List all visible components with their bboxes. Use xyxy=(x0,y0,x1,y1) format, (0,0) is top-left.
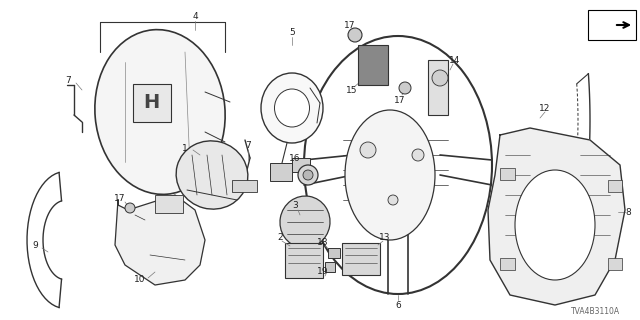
Text: 8: 8 xyxy=(625,207,631,217)
Circle shape xyxy=(412,149,424,161)
Text: 14: 14 xyxy=(449,55,461,65)
Bar xyxy=(328,248,340,258)
Text: FR.: FR. xyxy=(589,20,607,30)
Ellipse shape xyxy=(515,170,595,280)
Ellipse shape xyxy=(280,196,330,248)
Ellipse shape xyxy=(176,141,248,209)
Text: 5: 5 xyxy=(289,28,295,36)
Bar xyxy=(155,195,183,213)
Text: 7: 7 xyxy=(65,76,71,84)
Text: 17: 17 xyxy=(115,194,125,203)
Text: 3: 3 xyxy=(292,201,298,210)
Text: 1: 1 xyxy=(182,143,188,153)
Text: 4: 4 xyxy=(192,12,198,20)
Text: 15: 15 xyxy=(346,85,358,94)
Bar xyxy=(500,258,515,270)
Text: 6: 6 xyxy=(395,300,401,309)
Bar xyxy=(133,84,171,122)
Text: H: H xyxy=(143,92,159,111)
Circle shape xyxy=(388,195,398,205)
Text: 17: 17 xyxy=(394,95,406,105)
Bar xyxy=(285,243,323,278)
Polygon shape xyxy=(488,128,625,305)
Text: 2: 2 xyxy=(277,233,283,242)
Circle shape xyxy=(303,170,313,180)
Text: 16: 16 xyxy=(289,154,301,163)
Ellipse shape xyxy=(95,30,225,194)
Circle shape xyxy=(348,28,362,42)
Text: TVA4B3110A: TVA4B3110A xyxy=(571,308,620,316)
Bar xyxy=(292,158,310,172)
Bar xyxy=(608,258,622,270)
Circle shape xyxy=(298,165,318,185)
Circle shape xyxy=(432,70,448,86)
Bar xyxy=(358,45,388,85)
Text: 19: 19 xyxy=(317,268,329,276)
Text: 13: 13 xyxy=(380,233,391,242)
Text: 17: 17 xyxy=(344,20,356,29)
Polygon shape xyxy=(115,195,205,285)
Text: 7: 7 xyxy=(245,140,251,149)
Circle shape xyxy=(125,203,135,213)
Circle shape xyxy=(399,82,411,94)
Ellipse shape xyxy=(304,36,492,294)
Text: 9: 9 xyxy=(32,241,38,250)
Bar xyxy=(500,168,515,180)
Text: 12: 12 xyxy=(540,103,550,113)
Bar xyxy=(428,60,448,115)
Bar xyxy=(325,262,335,272)
Text: 10: 10 xyxy=(134,276,146,284)
Bar xyxy=(608,180,622,192)
Bar xyxy=(342,243,380,275)
Ellipse shape xyxy=(275,89,310,127)
Bar xyxy=(232,180,257,192)
Text: 18: 18 xyxy=(317,237,329,246)
Ellipse shape xyxy=(261,73,323,143)
Ellipse shape xyxy=(345,110,435,240)
Bar xyxy=(588,10,636,40)
Bar xyxy=(270,163,292,181)
Circle shape xyxy=(360,142,376,158)
